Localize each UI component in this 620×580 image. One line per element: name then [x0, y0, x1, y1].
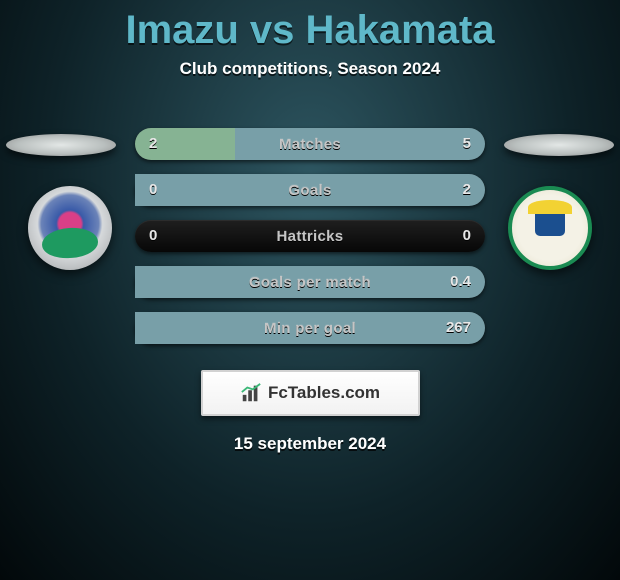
- fctables-text: FcTables.com: [268, 383, 380, 403]
- page-title: Imazu vs Hakamata: [0, 8, 620, 53]
- player-silhouette-left: [6, 134, 116, 156]
- stats-container: 2 Matches 5 0 Goals 2 0 Hattricks 0 Goal…: [135, 128, 485, 358]
- date-label: 15 september 2024: [0, 434, 620, 454]
- stat-value-left: 0: [149, 220, 157, 252]
- stat-label: Min per goal: [264, 320, 356, 337]
- stat-label: Goals per match: [249, 274, 371, 291]
- stat-value-right: 0: [463, 220, 471, 252]
- stat-row-goals-per-match: Goals per match 0.4: [135, 266, 485, 298]
- stat-value-right: 2: [463, 174, 471, 206]
- stat-value-right: 5: [463, 128, 471, 160]
- fctables-logo: FcTables.com: [201, 370, 420, 416]
- team-crest-left: [28, 186, 112, 270]
- player-silhouette-right: [504, 134, 614, 156]
- stat-value-left: 2: [149, 128, 157, 160]
- team-crest-right: [508, 186, 592, 270]
- stat-row-goals: 0 Goals 2: [135, 174, 485, 206]
- crest-right-graphic: [508, 186, 592, 270]
- bar-chart-icon: [240, 382, 262, 404]
- stat-label: Matches: [279, 136, 341, 153]
- stat-value-right: 0.4: [450, 266, 471, 298]
- stat-bar-right: [235, 128, 485, 160]
- stat-label: Goals: [288, 182, 331, 199]
- crest-left-graphic: [28, 186, 112, 270]
- stat-row-hattricks: 0 Hattricks 0: [135, 220, 485, 252]
- stat-value-left: 0: [149, 174, 157, 206]
- stat-value-right: 267: [446, 312, 471, 344]
- stat-row-matches: 2 Matches 5: [135, 128, 485, 160]
- stat-row-min-per-goal: Min per goal 267: [135, 312, 485, 344]
- stat-label: Hattricks: [277, 228, 344, 245]
- subtitle: Club competitions, Season 2024: [0, 59, 620, 79]
